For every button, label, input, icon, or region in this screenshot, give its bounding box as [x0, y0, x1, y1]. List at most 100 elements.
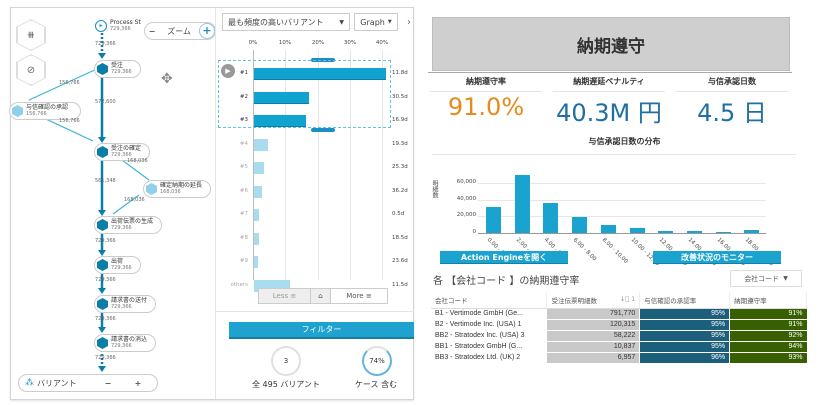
divider [428, 72, 792, 73]
sort-icon[interactable]: ↓⃥ 1 [619, 294, 636, 303]
process-graph[interactable]: ⧻ ⊘ − ズーム + ✥ ▸ Process St 729,366 受注 729,… [9, 8, 216, 399]
less-button[interactable]: Less ≡ [259, 289, 311, 303]
node-count: 729,366 [111, 69, 132, 75]
table-row[interactable]: BB2 - Stratodex Inc. (USA) 3 58,222 95% 92% [431, 330, 807, 342]
zoom-out-button[interactable]: − [148, 26, 156, 36]
variant-bar[interactable] [254, 256, 258, 268]
monitor-improvement-button[interactable]: 改善状況のモニター [653, 251, 781, 264]
company-code-dropdown[interactable]: 会社コード ▼ [730, 270, 802, 287]
node-count: 156,766 [26, 111, 47, 117]
company-cell: BB1 - Stratodex GmbH (G... [431, 341, 547, 353]
variant-bar[interactable] [254, 91, 309, 104]
column-header-order-lines[interactable]: 受注伝票明細数 ↓⃥ 1 [546, 292, 641, 309]
table-row[interactable]: BB1 - Stratodex GmbH (G... 10,837 95% 94% [431, 341, 807, 353]
company-cell: BB3 - Stratodex Ltd. (UK) 2 [431, 352, 547, 364]
activity-icon [97, 337, 108, 349]
move-icon[interactable]: ✥ [161, 71, 173, 87]
kpi-credit-approval-days: 与信承認日数 4.5 日 [676, 76, 788, 128]
kpi-delay-penalty: 納期遅延ペナルティ 40.3M 円 [553, 76, 665, 128]
play-icon[interactable]: ▶ [221, 64, 235, 78]
table-row[interactable]: B2 - Vertimode Inc. (USA) 1 120,315 95% 91% [431, 319, 807, 331]
activity-icon [97, 146, 108, 158]
edge-label: 156,766 [59, 80, 80, 86]
graph-dropdown[interactable]: Graph ▼ [354, 13, 398, 31]
process-node[interactable]: 与信確認の承認 156,766 [9, 102, 81, 120]
zoom-label: ズーム [167, 26, 191, 36]
edge-label: 729,366 [95, 355, 116, 361]
distribution-bar[interactable] [715, 231, 731, 233]
zoom-control: − ズーム + [144, 22, 216, 40]
variant-sort-select[interactable]: 最も頻度の高いバリアント ▼ [222, 13, 350, 31]
distribution-bar[interactable] [486, 207, 501, 233]
distribution-bar[interactable] [543, 203, 559, 233]
more-button[interactable]: More ≡ [331, 289, 387, 303]
selection-box[interactable] [218, 60, 391, 128]
distribution-bar[interactable] [514, 175, 530, 233]
variant-bar[interactable] [254, 209, 260, 221]
variant-row-label: #7 [239, 211, 248, 217]
kpi-value: 40.3M 円 [556, 99, 662, 127]
distribution-bar[interactable] [744, 229, 760, 233]
edge-label: 561,348 [95, 178, 116, 184]
column-header-credit-approval-rate[interactable]: 与信確認の承認率 [639, 292, 731, 309]
company-cell: B1 - Vertimode GmbH (Ge... [431, 308, 547, 320]
node-count: 729,366 [111, 265, 132, 271]
hide-eye-icon: ⊘ [17, 55, 45, 85]
distribution-bar[interactable] [658, 230, 674, 233]
home-button[interactable]: ⌂ [311, 289, 331, 303]
activity-icon [97, 298, 108, 310]
variant-panel: 最も頻度の高いバリアント ▼ Graph ▼ › 0% 10% 20% 30% … [215, 8, 414, 399]
variant-control: ⁂ バリアント − + [18, 374, 158, 392]
process-node[interactable]: 請求書の送付 729,366 [94, 295, 157, 313]
variant-bar[interactable] [254, 138, 268, 151]
column-header-on-time-rate[interactable]: 納期遵守率 [729, 292, 807, 309]
edge-label: 156,766 [59, 118, 80, 124]
selection-bottom-handle[interactable] [311, 128, 335, 132]
process-node[interactable]: 受注の確定 729,366 [94, 143, 151, 161]
edge-label: 168,036 [127, 158, 148, 164]
table-row[interactable]: B1 - Vertimode GmbH (Ge... 791,770 95% 91% [431, 308, 807, 320]
table-row[interactable]: BB3 - Stratodex Ltd. (UK) 2 6,957 96% 93% [431, 352, 807, 364]
variant-duration: 30.5d [392, 93, 408, 100]
chevron-down-icon: ▼ [387, 19, 392, 25]
zoom-in-button[interactable]: + [199, 23, 215, 39]
process-node-start[interactable]: ▸ Process St 729,366 [93, 17, 149, 35]
distribution-bar[interactable] [629, 228, 645, 233]
activity-icon [97, 63, 108, 75]
node-name: 与信確認の承認 [26, 104, 69, 111]
open-action-engine-button[interactable]: Action Engineを開く [440, 251, 568, 264]
process-node[interactable]: 確定納期の延長 168,036 [143, 180, 212, 198]
kpi-value: 4.5 日 [697, 99, 767, 127]
variant-duration: 16.9d [392, 117, 408, 123]
process-node[interactable]: 請求書の消込 729,366 [94, 334, 157, 352]
variant-bar[interactable] [254, 68, 387, 80]
filter-lines-icon: ⧻ [17, 20, 45, 50]
variant-duration: 19.3d [392, 140, 408, 147]
next-arrow-button[interactable]: › [407, 16, 411, 28]
variant-bar[interactable] [254, 162, 264, 174]
filter-lines-button[interactable]: ⧻ [16, 19, 46, 51]
process-node[interactable]: 出荷伝票の生成 729,366 [94, 216, 163, 234]
variant-duration: 11.5d [392, 281, 408, 288]
variant-row-label: others [230, 281, 248, 288]
variant-count-circle: 3 [271, 346, 301, 376]
x-axis-tick: 8.00 - 10.00 [600, 237, 629, 265]
distribution-bar[interactable] [572, 217, 588, 233]
credit-approval-cell: 95% [639, 308, 731, 320]
table-title: 各 【会社コード 】の納期遵守率 [433, 276, 580, 287]
process-node[interactable]: 出荷 729,366 [94, 256, 141, 274]
variant-bar[interactable] [254, 115, 306, 127]
variant-bar[interactable] [254, 185, 263, 198]
variant-increase-button[interactable]: + [134, 378, 142, 388]
distribution-bar[interactable] [686, 231, 702, 233]
company-table: 会社コード 受注伝票明細数 ↓⃥ 1 与信確認の承認率 納期遵守率 B1 - V… [431, 292, 807, 364]
process-node[interactable]: 受注 729,366 [94, 60, 141, 78]
order-lines-cell: 58,222 [546, 330, 641, 342]
variant-decrease-button[interactable]: − [104, 378, 112, 388]
distribution-bar[interactable] [600, 225, 616, 233]
variant-row-label: #1 [239, 70, 248, 76]
node-count: 729,366 [111, 225, 132, 231]
variant-bar[interactable] [254, 232, 259, 245]
filter-button[interactable]: フィルター [229, 322, 414, 339]
column-header-company[interactable]: 会社コード [431, 292, 548, 309]
